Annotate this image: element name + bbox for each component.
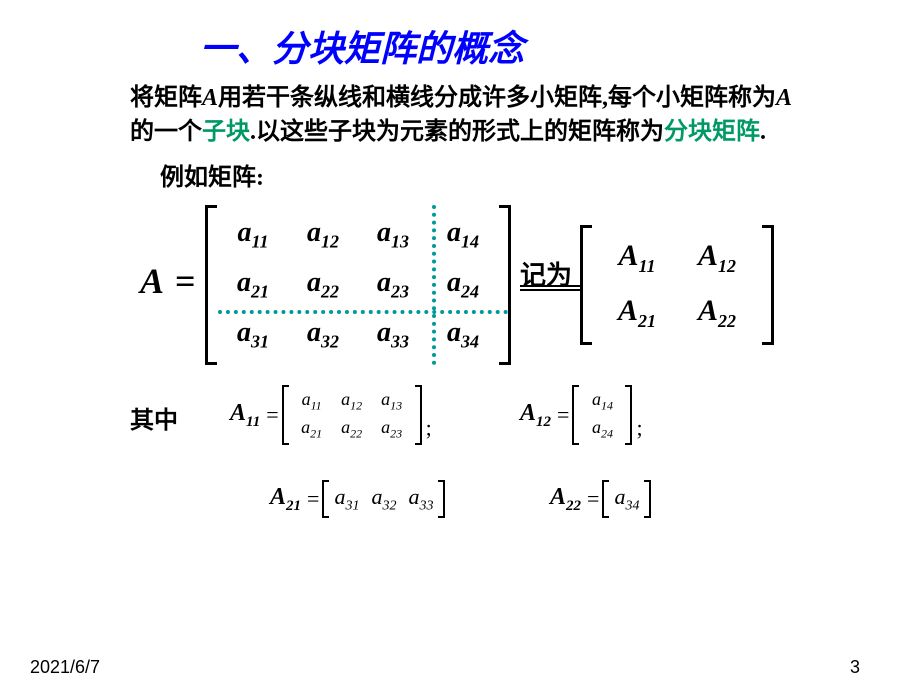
matrix-cell: a33 — [377, 319, 409, 351]
left-bracket — [602, 480, 609, 518]
sub-label: A11 — [230, 400, 260, 431]
row-cell: a33 — [408, 484, 433, 514]
sub-cell: a24 — [592, 417, 613, 442]
where-label: 其中 — [130, 400, 178, 435]
footer-date: 2021/6/7 — [30, 657, 100, 678]
vertical-partition — [432, 205, 436, 365]
sub-cell: a12 — [341, 389, 362, 414]
left-bracket — [322, 480, 329, 518]
right-bracket — [625, 385, 632, 445]
sub-cell: a11 — [302, 389, 322, 414]
long-equals — [520, 285, 580, 291]
sub-label: A22 — [550, 484, 581, 515]
matrix-cell: a24 — [447, 269, 479, 301]
matrix-cell: a34 — [447, 319, 479, 351]
matrix-cell: a11 — [237, 219, 268, 251]
sub-cell: a23 — [381, 417, 402, 442]
equals: = — [587, 486, 599, 512]
left-bracket — [572, 385, 579, 445]
term-subblock: 子块 — [202, 119, 250, 145]
row-content: a34 — [609, 480, 644, 518]
footer-page-number: 3 — [850, 657, 860, 678]
sub-cell: a22 — [341, 417, 362, 442]
period: . — [760, 119, 766, 145]
slide-title: 一、分块矩阵的概念 — [0, 0, 920, 82]
row-cell: a32 — [371, 484, 396, 514]
submatrix-A21: A21 = a31 a32 a33 — [270, 480, 445, 518]
sub-cell: a14 — [592, 389, 613, 414]
example-label: 例如矩阵: — [0, 149, 920, 200]
text-part: 的一个 — [130, 119, 202, 145]
eq-lhs-A: A — [140, 260, 164, 302]
sub-grid: a14 a24 — [579, 385, 625, 445]
left-bracket — [205, 205, 217, 365]
submatrix-A22: A22 = a34 — [550, 480, 651, 518]
body-paragraph: 将矩阵A用若干条纵线和横线分成许多小矩阵,每个小矩阵称为A的一个子块.以这些子块… — [0, 82, 920, 149]
right-bracket — [415, 385, 422, 445]
block-grid: A11 A12 A21 A22 — [592, 225, 762, 345]
horizontal-partition — [218, 310, 508, 314]
semicolon: ; — [426, 415, 432, 445]
equals: = — [266, 402, 278, 428]
semicolon: ; — [636, 415, 642, 445]
equals: = — [307, 486, 319, 512]
main-matrix-equation: A = a11 a12 a13 a14 a21 a22 a23 a24 a31 … — [0, 205, 920, 365]
sub-matrices-row1: 其中 A11 = a11 a12 a13 a21 a22 a23 ; A12 =… — [0, 380, 920, 460]
var-A: A — [776, 85, 792, 111]
text-part: 用若干条纵线和横线分成许多小矩阵,每个小矩阵称为 — [218, 85, 776, 111]
eq-equals: = — [175, 260, 196, 302]
left-bracket — [282, 385, 289, 445]
matrix-grid: a11 a12 a13 a14 a21 a22 a23 a24 a31 a32 … — [217, 205, 499, 365]
term-block-matrix: 分块矩阵 — [664, 119, 760, 145]
var-A: A — [202, 85, 218, 111]
block-cell: A11 — [618, 239, 655, 277]
equals: = — [557, 402, 569, 428]
block-cell: A22 — [698, 294, 736, 332]
matrix-cell: a22 — [307, 269, 339, 301]
row-cell: a31 — [334, 484, 359, 514]
row-content: a31 a32 a33 — [329, 480, 438, 518]
block-matrix: A11 A12 A21 A22 — [580, 225, 774, 345]
right-bracket — [499, 205, 511, 365]
sub-label: A21 — [270, 484, 301, 515]
block-cell: A12 — [698, 239, 736, 277]
right-bracket — [644, 480, 651, 518]
left-bracket — [580, 225, 592, 345]
text-part: .以这些子块为元素的形式上的矩阵称为 — [250, 119, 664, 145]
sub-matrices-row2: A21 = a31 a32 a33 A22 = a34 — [0, 480, 920, 530]
matrix-cell: a21 — [237, 269, 269, 301]
submatrix-A11: A11 = a11 a12 a13 a21 a22 a23 ; — [230, 385, 432, 445]
matrix-cell: a23 — [377, 269, 409, 301]
matrix-cell: a32 — [307, 319, 339, 351]
row-cell: a34 — [614, 484, 639, 514]
matrix-cell: a31 — [237, 319, 269, 351]
sub-cell: a21 — [301, 417, 322, 442]
matrix-A-full: a11 a12 a13 a14 a21 a22 a23 a24 a31 a32 … — [205, 205, 511, 365]
right-bracket — [762, 225, 774, 345]
matrix-cell: a12 — [307, 219, 339, 251]
text-part: 将矩阵 — [130, 85, 202, 111]
sub-grid: a11 a12 a13 a21 a22 a23 — [289, 385, 415, 445]
matrix-cell: a14 — [447, 219, 479, 251]
right-bracket — [438, 480, 445, 518]
submatrix-A12: A12 = a14 a24 ; — [520, 385, 643, 445]
block-cell: A21 — [618, 294, 656, 332]
sub-cell: a13 — [381, 389, 402, 414]
sub-label: A12 — [520, 400, 551, 431]
matrix-cell: a13 — [377, 219, 409, 251]
